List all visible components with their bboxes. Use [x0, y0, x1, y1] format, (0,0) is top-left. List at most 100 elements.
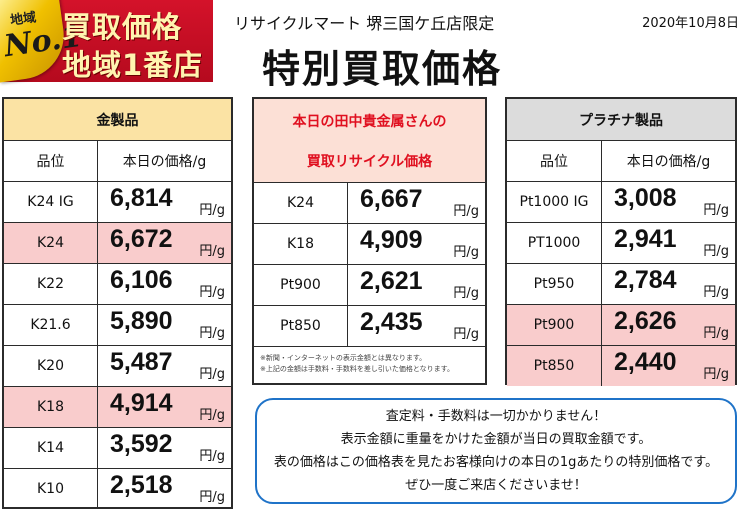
price-unit: 円/g [199, 367, 225, 382]
notice-line-3: 表の価格はこの価格表を見たお客様向けの本日の1gあたりの特別価格です。 [273, 455, 719, 470]
price-row: Pt900 2,621 円/g [254, 265, 485, 306]
gold-price-table: 金製品 品位 本日の価格/g K24 IG 6,814 円/g K24 6,672 円/g… [2, 97, 233, 509]
tanaka-reference-table: 本日の田中貴金属さんの 買取リサイクル価格 K24 6,667 円/g K18 4,90… [252, 97, 487, 385]
grade-column-header: 品位 [4, 141, 98, 181]
price-unit: 円/g [453, 204, 479, 219]
price-column-header: 本日の価格/g [122, 154, 207, 170]
price-value: 3,008 [614, 184, 677, 212]
price-value: 2,941 [614, 225, 677, 253]
logo-line-1: 買取価格 [62, 10, 183, 44]
price-row: Pt1000 IG 3,008 円/g [507, 182, 735, 223]
price-row: K24 IG 6,814 円/g [4, 182, 231, 223]
grade-cell: Pt850 [507, 346, 602, 386]
price-unit: 円/g [703, 326, 729, 341]
price-row: Pt850 2,435 円/g [254, 306, 485, 347]
gold-table-title: 金製品 [4, 99, 231, 141]
price-value: 4,909 [360, 226, 423, 254]
price-unit: 円/g [199, 490, 225, 505]
price-row: K20 5,487 円/g [4, 346, 231, 387]
grade-cell: K18 [4, 387, 98, 427]
price-unit: 円/g [199, 285, 225, 300]
price-cell: 2,518 円/g [98, 469, 231, 509]
price-row: Pt900 2,626 円/g [507, 305, 735, 346]
price-value: 4,914 [110, 389, 173, 417]
grade-cell: K21.6 [4, 305, 98, 345]
price-cell: 3,008 円/g [602, 182, 735, 222]
grade-cell: K14 [4, 428, 98, 468]
price-cell: 6,672 円/g [98, 223, 231, 263]
price-unit: 円/g [199, 244, 225, 259]
price-cell: 2,941 円/g [602, 223, 735, 263]
grade-cell: K18 [254, 224, 348, 264]
price-row: K24 6,667 円/g [254, 183, 485, 224]
price-value: 2,435 [360, 308, 423, 336]
grade-cell: K22 [4, 264, 98, 304]
price-value: 2,518 [110, 471, 173, 499]
price-value: 2,626 [614, 307, 677, 335]
price-cell: 5,487 円/g [98, 346, 231, 386]
notice-line-2: 表示金額に重量をかけた金額が当日の買取金額です。 [340, 432, 652, 447]
price-unit: 円/g [453, 327, 479, 342]
price-cell: 6,814 円/g [98, 182, 231, 222]
price-row: K14 3,592 円/g [4, 428, 231, 469]
price-value: 6,672 [110, 225, 173, 253]
price-cell: 6,667 円/g [348, 183, 485, 223]
platinum-table-title: プラチナ製品 [507, 99, 735, 141]
note-line-2: ※上記の金額は手数料・手数料を差し引いた価格となります。 [260, 365, 454, 373]
price-unit: 円/g [703, 367, 729, 382]
price-row: Pt850 2,440 円/g [507, 346, 735, 386]
price-unit: 円/g [703, 285, 729, 300]
tanaka-table-title: 本日の田中貴金属さんの 買取リサイクル価格 [254, 99, 485, 183]
tanaka-title-line-2: 買取リサイクル価格 [306, 153, 433, 170]
price-cell: 4,914 円/g [98, 387, 231, 427]
store-name: リサイクルマート 堺三国ケ丘店限定 [234, 14, 495, 33]
price-cell: 5,890 円/g [98, 305, 231, 345]
price-row: K18 4,914 円/g [4, 387, 231, 428]
grade-cell: Pt1000 IG [507, 182, 602, 222]
price-row: K21.6 5,890 円/g [4, 305, 231, 346]
price-value: 2,784 [614, 266, 677, 294]
price-cell: 2,626 円/g [602, 305, 735, 345]
price-cell: 4,909 円/g [348, 224, 485, 264]
note-line-1: ※新聞・インターネットの表示金額とは異なります。 [260, 354, 427, 362]
price-cell: 2,621 円/g [348, 265, 485, 305]
price-unit: 円/g [703, 244, 729, 259]
price-value: 6,667 [360, 185, 423, 213]
price-unit: 円/g [199, 326, 225, 341]
price-value: 2,621 [360, 267, 423, 295]
platinum-column-header: 品位 本日の価格/g [507, 141, 735, 182]
grade-cell: PT1000 [507, 223, 602, 263]
tanaka-title-line-1: 本日の田中貴金属さんの [292, 113, 447, 130]
price-cell: 3,592 円/g [98, 428, 231, 468]
grade-column-header: 品位 [507, 141, 602, 181]
tanaka-notes: ※新聞・インターネットの表示金額とは異なります。 ※上記の金額は手数料・手数料を… [254, 347, 485, 375]
page-title: 特別買取価格 [262, 47, 503, 91]
price-unit: 円/g [199, 408, 225, 423]
shop-logo: 地域 No.1 買取価格 地域1番店 [0, 0, 213, 83]
gold-column-header: 品位 本日の価格/g [4, 141, 231, 182]
price-unit: 円/g [199, 203, 225, 218]
price-row: Pt950 2,784 円/g [507, 264, 735, 305]
price-row: K22 6,106 円/g [4, 264, 231, 305]
price-row: K24 6,672 円/g [4, 223, 231, 264]
grade-cell: Pt900 [507, 305, 602, 345]
price-value: 5,890 [110, 307, 173, 335]
grade-cell: Pt900 [254, 265, 348, 305]
price-value: 3,592 [110, 430, 173, 458]
grade-cell: Pt950 [507, 264, 602, 304]
grade-cell: K24 [254, 183, 348, 223]
price-cell: 6,106 円/g [98, 264, 231, 304]
notice-line-4: ぜひ一度ご来店くださいませ！ [405, 478, 587, 493]
price-value: 6,106 [110, 266, 173, 294]
price-row: K18 4,909 円/g [254, 224, 485, 265]
price-unit: 円/g [199, 449, 225, 464]
notice-line-1: 査定料・手数料は一切かかりません！ [385, 409, 607, 424]
price-value: 5,487 [110, 348, 173, 376]
logo-line-2: 地域1番店 [62, 48, 204, 82]
grade-cell: K24 IG [4, 182, 98, 222]
price-row: PT1000 2,941 円/g [507, 223, 735, 264]
price-unit: 円/g [453, 245, 479, 260]
price-cell: 2,784 円/g [602, 264, 735, 304]
grade-cell: K10 [4, 469, 98, 509]
grade-cell: K24 [4, 223, 98, 263]
